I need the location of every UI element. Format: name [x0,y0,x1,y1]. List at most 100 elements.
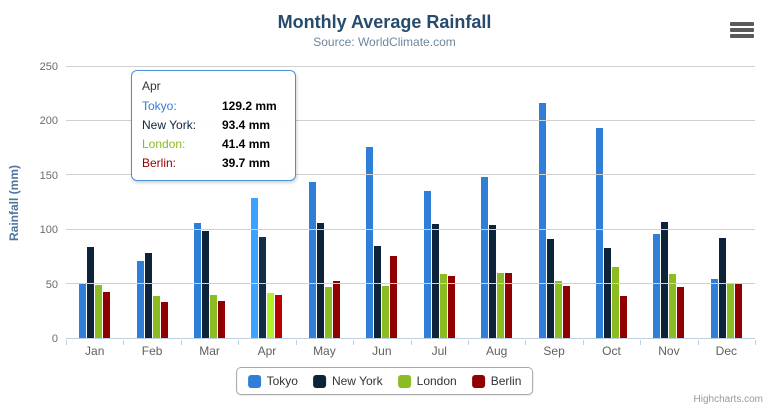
bar-berlin-may[interactable] [332,280,340,338]
category-group-dec [698,67,755,338]
y-tick-label-200: 200 [39,115,58,128]
bar-london-may[interactable] [324,287,332,338]
tooltip-series-value: 39.7 mm [222,156,271,170]
bar-berlin-aug[interactable] [505,272,513,338]
y-tick-label-100: 100 [39,224,58,237]
bar-tokyo-sep[interactable] [538,103,546,338]
hamburger-menu-icon[interactable] [730,22,754,38]
bar-tokyo-jun[interactable] [366,147,374,338]
bar-berlin-dec[interactable] [734,282,742,338]
bar-tokyo-jan[interactable] [79,283,87,338]
gridline-100 [66,228,755,230]
bar-berlin-jan[interactable] [103,292,111,338]
bar-new-york-jun[interactable] [374,246,382,338]
bar-berlin-nov[interactable] [677,287,685,338]
bar-london-nov[interactable] [669,273,677,338]
legend-item-new-york[interactable]: New York [312,374,383,388]
tooltip-series-value: 129.2 mm [222,99,277,113]
bar-london-aug[interactable] [497,273,505,338]
bar-new-york-dec[interactable] [718,237,726,338]
bar-london-feb[interactable] [152,295,160,338]
gridline-50 [66,282,755,284]
bar-tokyo-dec[interactable] [710,279,718,338]
bar-tokyo-may[interactable] [308,181,316,338]
category-group-jan [66,67,123,338]
x-tick-label-apr: Apr [257,344,277,358]
bar-tokyo-nov[interactable] [653,234,661,338]
bar-new-york-jan[interactable] [87,247,95,338]
x-tick-label-aug: Aug [485,344,508,358]
x-tick-label-oct: Oct [602,344,621,358]
bar-berlin-mar[interactable] [218,300,226,338]
legend-item-london[interactable]: London [397,374,457,388]
legend-swatch-icon [397,374,411,388]
bar-berlin-feb[interactable] [160,302,168,338]
tooltip-series-label: New York: [142,118,197,132]
bar-berlin-sep[interactable] [562,286,570,338]
bar-new-york-may[interactable] [316,223,324,338]
y-axis-labels: 0 50 100 150 200 250 [0,61,58,345]
x-tick-label-nov: Nov [658,344,680,358]
bar-london-jun[interactable] [382,285,390,338]
tooltip-series-label: London: [142,137,186,151]
gridline-250 [66,66,755,67]
tooltip-row: London: 41.4 mm [142,137,285,152]
x-tick-label-feb: Feb [141,344,163,358]
legend: Tokyo New York London Berlin [235,367,534,395]
bar-berlin-apr[interactable] [275,294,283,338]
bar-new-york-jul[interactable] [431,224,439,338]
legend-label: London [416,374,457,388]
tooltip-series-label: Berlin: [142,156,177,170]
bar-tokyo-oct[interactable] [596,127,603,338]
bar-tokyo-aug[interactable] [481,177,489,338]
legend-item-berlin[interactable]: Berlin [471,374,522,388]
bar-berlin-jul[interactable] [447,275,455,338]
credits-link[interactable]: Highcharts.com [693,394,763,405]
bar-new-york-nov[interactable] [661,222,669,338]
category-group-jun [353,67,410,338]
category-group-nov [640,67,697,338]
bar-groups [66,67,755,338]
plot-area [66,66,755,339]
legend-label: Berlin [490,374,522,388]
bar-new-york-oct[interactable] [604,247,611,338]
bar-london-mar[interactable] [210,295,218,338]
legend-label: Tokyo [266,374,298,388]
bar-tokyo-feb[interactable] [136,260,144,338]
x-tick-label-sep: Sep [543,344,565,358]
bar-london-apr[interactable] [267,293,275,338]
bar-london-jan[interactable] [95,285,103,338]
bar-london-oct[interactable] [612,267,619,338]
tooltip-row: New York: 93.4 mm [142,118,285,133]
x-tick-label-jul: Jul [431,344,447,358]
bar-berlin-oct[interactable] [620,295,627,338]
y-tick-label-50: 50 [45,278,58,291]
bar-london-sep[interactable] [554,281,562,338]
tooltip-series-value: 93.4 mm [222,118,271,132]
bar-tokyo-jul[interactable] [423,191,431,338]
bar-berlin-jun[interactable] [390,256,398,338]
bar-tokyo-apr[interactable] [251,197,259,338]
bar-new-york-apr[interactable] [259,236,267,338]
x-axis-labels: Jan Feb Mar Apr May Jun Jul Aug Sep Oct Nov Dec [66,344,755,358]
legend-item-tokyo[interactable]: Tokyo [247,374,298,388]
chart-subtitle: Source: WorldClimate.com [313,35,456,49]
bar-new-york-mar[interactable] [202,231,210,338]
bar-new-york-aug[interactable] [489,224,497,338]
y-tick-label-0: 0 [51,333,58,345]
x-tick-label-jan: Jan [85,344,105,358]
bar-tokyo-mar[interactable] [194,222,202,338]
legend-swatch-icon [247,374,261,388]
x-tick-label-dec: Dec [715,344,738,358]
category-group-may [296,67,353,338]
bar-london-dec[interactable] [726,282,734,338]
category-group-apr [238,67,295,338]
x-axis-ticks [66,340,756,345]
bar-new-york-feb[interactable] [144,252,152,338]
bar-new-york-sep[interactable] [546,239,554,338]
bar-london-jul[interactable] [439,274,447,338]
gridline-150 [66,174,755,176]
tooltip-rows: Tokyo: 129.2 mm New York: 93.4 mm London: 41.… [142,99,285,171]
legend-swatch-icon [312,374,326,388]
